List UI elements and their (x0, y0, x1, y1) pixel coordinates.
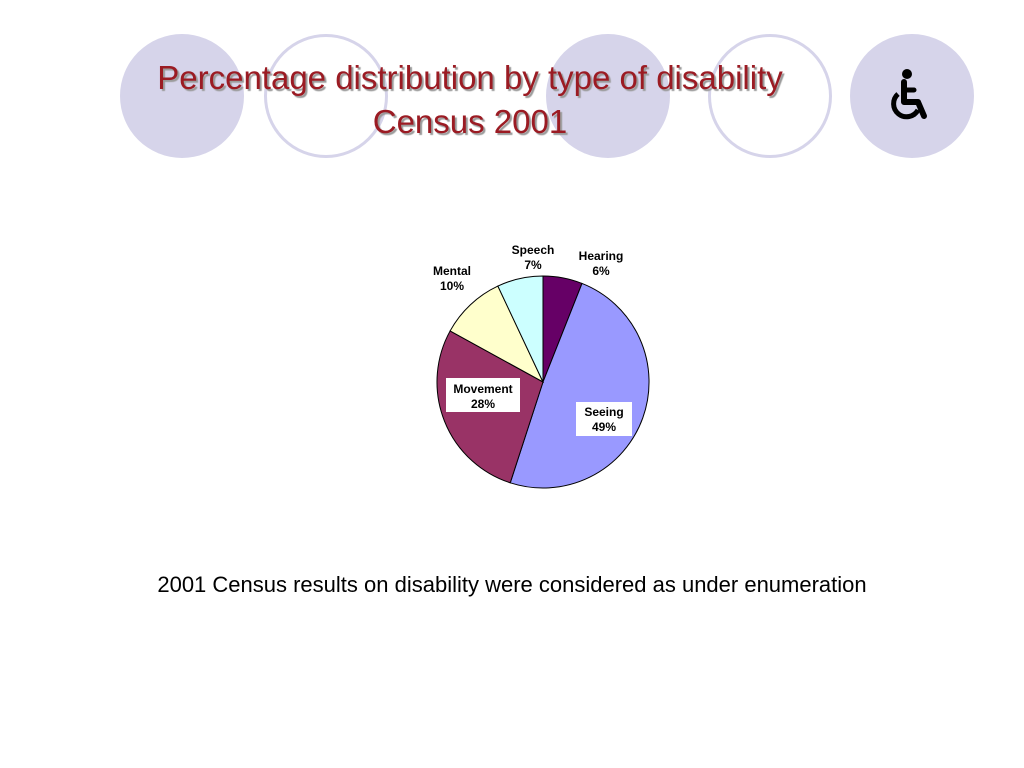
slice-label-box-seeing (576, 402, 632, 436)
pie-labels: Hearing 6% Seeing 49% Movement 28% Menta… (433, 243, 632, 436)
decor-circle-filled-1 (120, 34, 244, 158)
slide-title-line-1: Percentage distribution by type of disab… (157, 59, 783, 96)
slide-title: Percentage distribution by type of disab… (70, 56, 870, 144)
pie-slice-seeing (509, 282, 650, 489)
slice-label-speech-name: Speech (512, 243, 555, 257)
slice-label-mental-name: Mental (433, 264, 471, 278)
slice-label-hearing-name: Hearing (579, 249, 624, 263)
slice-label-speech-value: 7% (524, 258, 542, 272)
slice-label-seeing-value: 49% (592, 420, 616, 434)
slide-title-line-2: Census 2001 (372, 103, 568, 140)
slice-label-box-movement (446, 378, 520, 412)
slice-label-movement-value: 28% (471, 397, 495, 411)
wheelchair-icon (880, 66, 936, 126)
decor-circle-ring-1 (264, 34, 388, 158)
slice-label-movement-name: Movement (453, 382, 512, 396)
slice-label-hearing-value: 6% (592, 264, 610, 278)
decor-circle-filled-2 (546, 34, 670, 158)
decor-circle-ring-2 (708, 34, 832, 158)
slice-label-mental-value: 10% (440, 279, 464, 293)
slice-label-seeing-name: Seeing (584, 405, 623, 419)
pie-slice-speech (497, 275, 544, 383)
decor-circle-filled-3 (850, 34, 974, 158)
slide-caption: 2001 Census results on disability were c… (157, 572, 867, 597)
